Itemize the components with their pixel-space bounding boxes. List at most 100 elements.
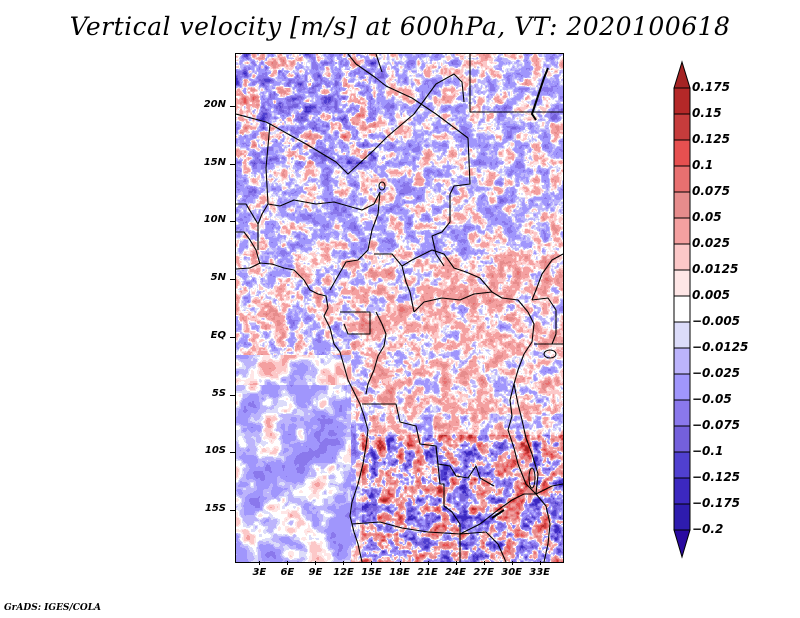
border-ethiopia [531,253,563,301]
lat-tick-label: 10N [203,214,226,226]
lake-tanganyika [513,383,527,439]
lat-tick-label: 20N [203,98,226,110]
lon-tick-mark [483,561,485,565]
colorbar-segment [673,87,691,115]
lon-tick-label: 30E [501,567,522,578]
lat-tick-label: EQ [210,329,226,341]
colorbar-bottom-arrow [673,529,691,559]
lon-tick-label: 15E [361,567,382,578]
lon-tick-label: 24E [445,567,466,578]
colorbar-segment [673,217,691,245]
colorbar-segment [673,113,691,141]
colorbar-segment [673,425,691,453]
colorbar-level-label: −0.2 [692,522,724,536]
country-borders [236,54,563,562]
lake-malawi [528,467,536,489]
lat-tick-mark [230,452,235,454]
lon-tick-label: 33E [529,567,551,578]
map-plot-area [236,54,563,562]
lon-tick-label: 6E [280,567,295,578]
lon-tick-mark [539,561,541,565]
colorbar-level-label: 0.15 [692,106,722,120]
lon-tick-mark [455,561,457,565]
lon-tick-label: 3E [252,567,267,578]
lat-tick-mark [230,163,235,165]
border-egypt-sudan [469,54,563,113]
lon-tick-mark [511,561,513,565]
lon-tick-label: 18E [389,567,410,578]
border-nigeria-cameroon [329,191,381,291]
border-malawi [525,437,539,495]
colorbar-level-label: −0.075 [692,418,741,432]
chart-title: Vertical velocity [m/s] at 600hPa, VT: 2… [69,12,731,41]
colorbar-segment [673,451,691,479]
border-mozambique [535,493,551,562]
lat-tick-label: 5S [211,387,226,399]
colorbar-segment [673,295,691,323]
border-libya-chad [347,54,469,139]
border-libya-niger-north [375,54,383,73]
lake-kariba [491,509,505,519]
colorbar-segment [673,139,691,167]
colorbar-segment [673,191,691,219]
border-namibia [351,521,487,535]
lat-tick-label: 10S [204,445,226,457]
lake-chad [378,181,386,191]
colorbar-level-label: 0.005 [692,288,730,302]
longitude-axis: 3E 6E 9E 12E 15E 18E 21E 24E 27E 30E 33E [0,561,800,582]
border-niger-algeria [269,73,465,175]
colorbar-level-label: −0.175 [692,496,741,510]
colorbar-segment [673,243,691,271]
lon-tick-mark [399,561,401,565]
lat-tick-label: 15N [203,156,226,168]
border-gabon [340,311,371,335]
colorbar-segment [673,321,691,349]
lat-tick-mark [230,279,235,281]
coastline [236,262,369,562]
colorbar-segment [673,477,691,505]
colorbar-level-label: −0.005 [692,314,741,328]
border-west-africa [236,231,261,265]
colorbar-level-label: −0.025 [692,366,741,380]
border-burkina [236,203,259,250]
border-angola-zambia [435,445,461,562]
colorbar-level-label: −0.0125 [692,340,749,354]
colorbar-segment [673,503,691,531]
lat-tick-mark [230,510,235,512]
border-car-drc [413,291,493,313]
lon-tick-label: 9E [308,567,323,578]
colorbar-level-label: 0.075 [692,184,730,198]
colorbar-segment [673,347,691,375]
border-niger-mali [236,113,271,225]
lon-tick-mark [259,561,261,565]
lon-tick-label: 12E [333,567,354,578]
border-botswana [485,531,507,562]
colorbar-graphic [673,60,691,559]
colorbar-segment [673,269,691,297]
colorbar-segment [673,165,691,193]
lake-victoria [543,349,557,359]
colorbar-level-label: −0.1 [692,444,724,458]
lon-tick-label: 27E [473,567,494,578]
colorbar-level-label: 0.175 [692,80,730,94]
colorbar-level-label: −0.05 [692,392,732,406]
latitude-axis: 20N 15N 10N 5N EQ 5S 10S 15S [190,0,236,618]
lat-tick-label: 15S [204,503,226,515]
border-congo [365,311,387,395]
border-car-sudan [401,249,529,313]
lat-tick-mark [230,221,235,223]
border-cameroon-car [374,253,415,313]
grads-credit: GrADS: IGES/COLA [4,603,102,613]
lon-tick-mark [371,561,373,565]
border-uganda [531,297,557,345]
border-niger-nigeria [267,191,381,211]
red-sea-coast [530,67,549,121]
colorbar-level-label: 0.1 [692,158,714,172]
colorbar-level-label: 0.125 [692,132,730,146]
lat-tick-mark [230,105,235,107]
lon-tick-mark [427,561,429,565]
lat-tick-label: 5N [210,272,226,284]
colorbar-top-arrow [673,60,691,89]
colorbar-level-label: −0.125 [692,470,741,484]
colorbar-level-label: 0.025 [692,236,730,250]
